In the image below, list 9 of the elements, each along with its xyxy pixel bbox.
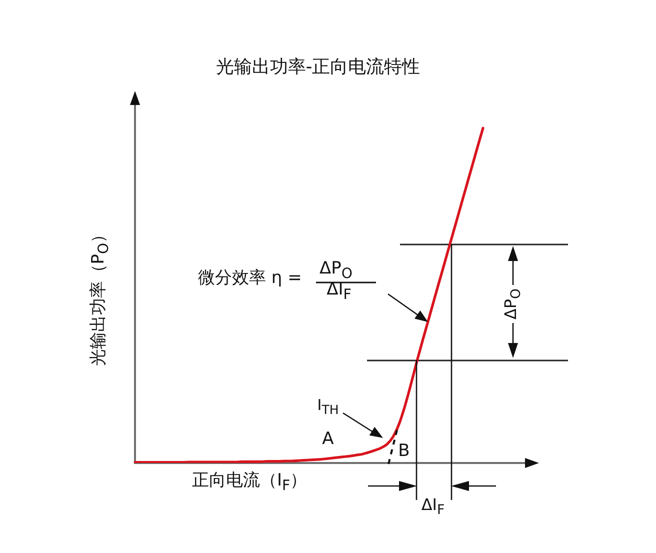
x-axis-title: 正向电流（I$_{F}$）	[192, 470, 308, 494]
annotation: A	[322, 429, 334, 450]
annotation: B	[398, 441, 410, 462]
chart-title: 光输出功率-正向电流特性	[216, 56, 420, 78]
annotation: ΔP$_{O}$	[319, 258, 353, 282]
annotation: 微分效率 η =	[198, 268, 302, 288]
annotation: I$_{TH}$	[317, 396, 339, 417]
text: ΔI$_{F}$	[421, 494, 445, 518]
annotation: ΔI$_{F}$	[326, 280, 352, 304]
